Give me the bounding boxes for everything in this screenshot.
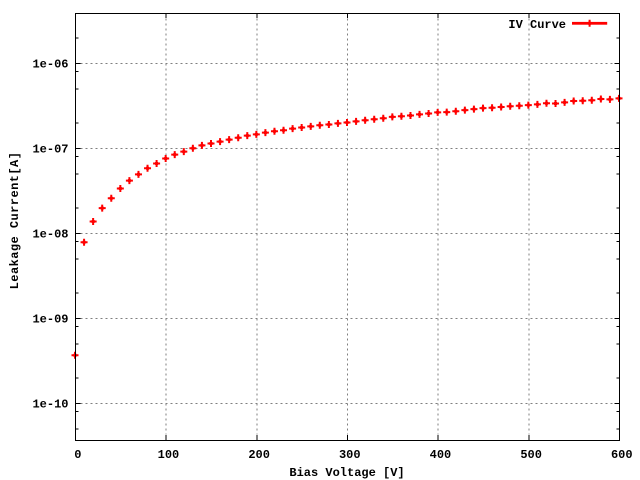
svg-text:Leakage Current[A]: Leakage Current[A] (8, 152, 22, 290)
svg-text:1e-06: 1e-06 (32, 58, 68, 72)
svg-text:1e-07: 1e-07 (32, 143, 68, 157)
svg-text:200: 200 (248, 448, 270, 462)
svg-text:500: 500 (520, 448, 542, 462)
svg-text:1e-08: 1e-08 (32, 228, 68, 242)
svg-text:0: 0 (74, 448, 81, 462)
svg-text:IV Curve: IV Curve (508, 18, 566, 32)
svg-text:100: 100 (158, 448, 180, 462)
svg-text:300: 300 (339, 448, 361, 462)
svg-text:400: 400 (430, 448, 452, 462)
svg-text:1e-10: 1e-10 (32, 398, 68, 412)
svg-text:Bias Voltage [V]: Bias Voltage [V] (289, 466, 404, 480)
svg-text:600: 600 (611, 448, 633, 462)
svg-text:1e-09: 1e-09 (32, 313, 68, 327)
